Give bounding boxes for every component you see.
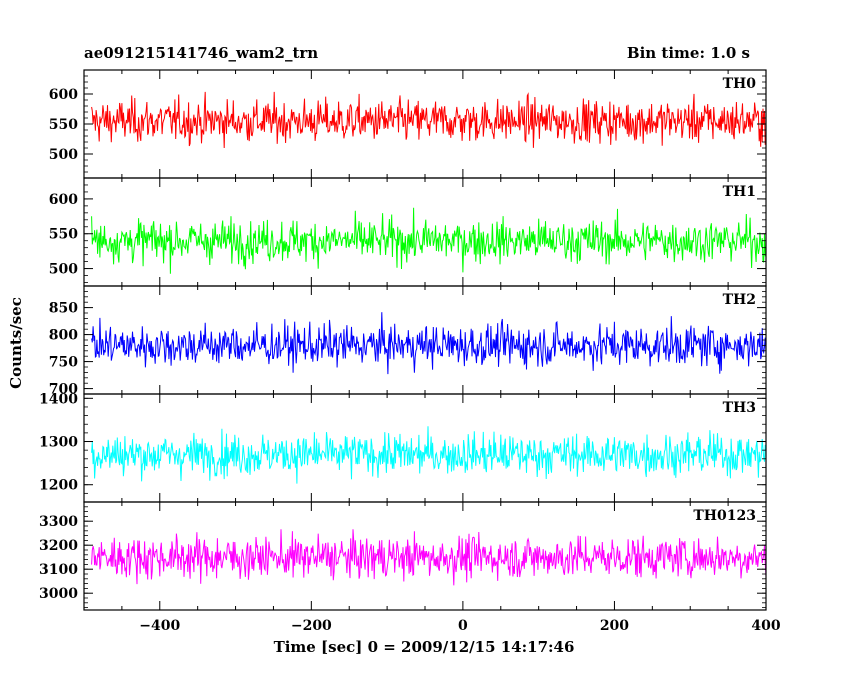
- series-line-th1: [91, 207, 766, 274]
- y-tick-label: 600: [49, 87, 78, 103]
- y-tick-label: 550: [49, 117, 78, 133]
- bin-time-label: Bin time: 1.0 s: [626, 44, 750, 62]
- y-tick-label: 550: [49, 227, 78, 243]
- x-tick-label: 200: [600, 618, 629, 634]
- y-tick-label: 3000: [39, 586, 78, 602]
- x-tick-label: 400: [751, 618, 780, 634]
- y-tick-label: 500: [49, 262, 78, 278]
- x-tick-label: 0: [458, 618, 468, 634]
- panel-label-th3: TH3: [723, 400, 756, 416]
- y-tick-label: 600: [49, 192, 78, 208]
- x-tick-label: −200: [291, 618, 332, 634]
- y-tick-label: 850: [49, 301, 78, 317]
- panel-label-th0123: TH0123: [693, 508, 756, 524]
- y-tick-label: 3300: [39, 514, 78, 530]
- series-line-th2: [91, 312, 766, 375]
- panel-label-th1: TH1: [723, 184, 756, 200]
- y-tick-label: 700: [49, 382, 78, 398]
- series-line-th0: [91, 91, 766, 149]
- y-tick-label: 1400: [39, 391, 78, 407]
- series-line-th0123: [91, 529, 766, 586]
- chart-title: ae091215141746_wam2_trn: [84, 44, 319, 62]
- x-axis-label: Time [sec] 0 = 2009/12/15 14:17:46: [273, 638, 575, 656]
- y-tick-label: 750: [49, 355, 78, 371]
- panel-label-th0: TH0: [723, 76, 757, 92]
- series-line-th3: [91, 426, 766, 484]
- y-axis-label: Counts/sec: [7, 297, 25, 389]
- y-tick-label: 3200: [39, 538, 78, 554]
- y-tick-label: 500: [49, 147, 78, 163]
- y-tick-label: 1200: [39, 478, 78, 494]
- y-tick-label: 3100: [39, 562, 78, 578]
- y-tick-label: 1300: [39, 435, 78, 451]
- x-tick-label: −400: [139, 618, 180, 634]
- y-tick-label: 800: [49, 328, 78, 344]
- panel-label-th2: TH2: [723, 292, 756, 308]
